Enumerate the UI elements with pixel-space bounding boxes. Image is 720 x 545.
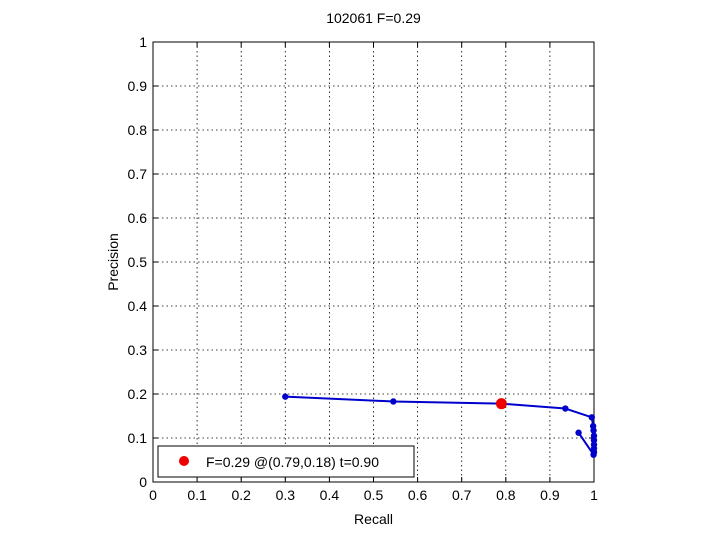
data-point (590, 432, 598, 439)
x-tick-label: 0.9 (540, 487, 560, 503)
x-axis-label: Recall (354, 511, 393, 527)
x-tick-label: 1 (590, 487, 598, 503)
data-point (590, 437, 598, 444)
y-tick-label: 0 (139, 474, 147, 490)
data-point (575, 429, 582, 436)
y-tick-label: 0.3 (128, 342, 148, 358)
legend-marker (179, 456, 189, 466)
ticks: 0 0.1 0.2 0.3 0.4 0.5 0.6 0.7 0.8 0.9 1 0 0.1 0.2 0.3 0… (128, 34, 599, 503)
y-tick-label: 0.6 (128, 210, 148, 226)
x-tick-label: 0.5 (364, 487, 384, 503)
x-tick-label: 0.7 (452, 487, 472, 503)
data-point (390, 398, 397, 405)
x-tick-label: 0.2 (231, 487, 251, 503)
y-axis-label: Precision (105, 233, 121, 291)
x-tick-label: 0.6 (408, 487, 428, 503)
legend-box (157, 445, 415, 478)
y-tick-label: 0.7 (128, 166, 148, 182)
legend-label: F=0.29 @(0.79,0.18) t=0.90 (206, 454, 379, 470)
series (282, 393, 598, 458)
y-tick-label: 0.4 (128, 298, 148, 314)
data-point (590, 451, 597, 458)
grid (153, 42, 594, 482)
y-tick-label: 1 (139, 34, 147, 50)
y-tick-label: 0.1 (128, 430, 148, 446)
data-point (590, 427, 597, 434)
data-point (282, 393, 289, 400)
x-tick-label: 0.8 (496, 487, 516, 503)
x-tick-label: 0 (149, 487, 157, 503)
x-tick-label: 0.1 (187, 487, 207, 503)
y-tick-label: 0.2 (128, 386, 148, 402)
x-tick-label: 0.4 (320, 487, 340, 503)
data-point (562, 405, 569, 412)
y-tick-label: 0.9 (128, 78, 148, 94)
data-point (588, 414, 595, 421)
legend: F=0.29 @(0.79,0.18) t=0.90 (157, 445, 415, 478)
y-tick-label: 0.5 (128, 254, 148, 270)
best-f-marker (495, 398, 507, 410)
x-tick-label: 0.3 (276, 487, 296, 503)
y-tick-label: 0.8 (128, 122, 148, 138)
chart-title: 102061 F=0.29 (326, 10, 421, 26)
